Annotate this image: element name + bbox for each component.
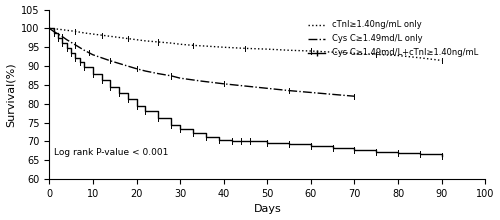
- Y-axis label: Survival(%): Survival(%): [6, 62, 16, 127]
- Text: Log rank P-value < 0.001: Log rank P-value < 0.001: [54, 148, 168, 157]
- X-axis label: Days: Days: [254, 204, 281, 214]
- Legend: cTnI≥1.40ng/mL only, Cys C≥1.49md/L only, Cys C≥1.49md/L+cTnI≥1.40ng/mL: cTnI≥1.40ng/mL only, Cys C≥1.49md/L only…: [305, 17, 481, 61]
